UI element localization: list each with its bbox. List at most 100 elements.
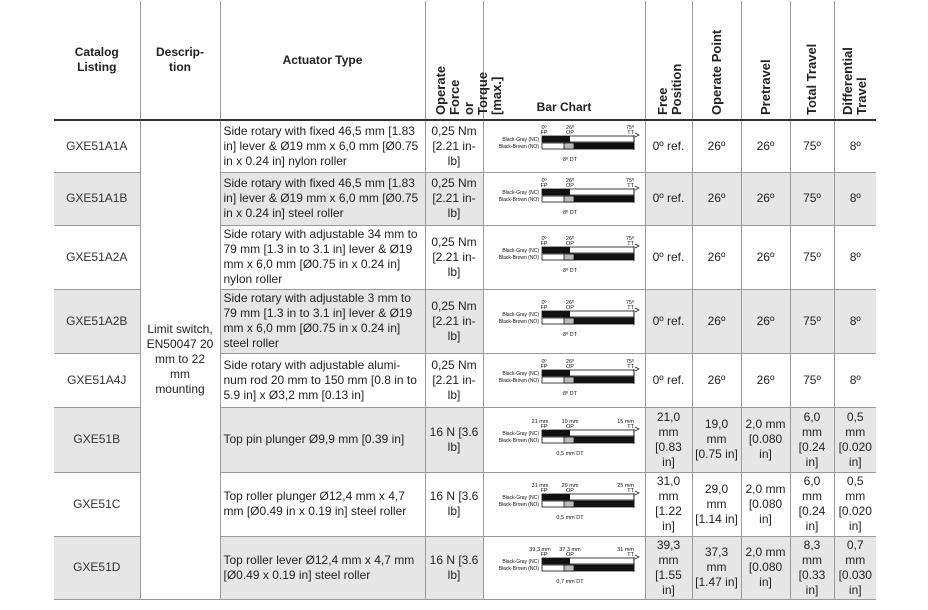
bar-nc-closed	[542, 188, 570, 195]
total-travel: 6,0 mm [0.24 in]	[790, 407, 835, 473]
bar-dt-zone	[563, 564, 575, 571]
pretravel: 2,0 mm [0.080 in]	[741, 536, 791, 600]
header-free-position: Free Position	[645, 1, 693, 121]
total-travel: 75º	[790, 120, 835, 173]
header-description: Descrip- tion	[140, 1, 221, 121]
bar-tt-label: TT	[627, 130, 634, 136]
bar-legend-nc: Black-Gray (NC)	[502, 137, 539, 143]
operate-force: 0,25 Nm [2.21 in-lb]	[425, 120, 484, 173]
catalog-listing: GXE51D	[54, 536, 141, 600]
bar-no-closed	[574, 195, 634, 202]
pretravel: 2,0 mm [0.080 in]	[741, 472, 791, 537]
bar-nc-closed	[542, 429, 570, 436]
catalog-listing: GXE51A4J	[54, 353, 141, 408]
bar-dt-label: 8º DT	[563, 156, 578, 163]
header-differential: Differential Travel	[834, 1, 876, 121]
differential-travel: 0,5 mm [0.020 in]	[834, 472, 876, 537]
operate-force: 16 N [3.6 lb]	[425, 407, 484, 473]
bar-legend-no: Black-Brown (NO)	[499, 255, 540, 261]
bar-chart: 0º 26º 75º FP OP TT Black-Gray (NC)Black-Brown…	[499, 358, 640, 397]
bar-tt-value: 15 mm	[617, 419, 634, 425]
bar-tt-value: 75º	[626, 358, 634, 365]
bar-no-closed	[574, 501, 634, 507]
total-travel: 75º	[790, 172, 835, 226]
total-travel: 6,0 mm [0.24 in]	[790, 472, 835, 537]
bar-arrow-icon	[634, 185, 640, 190]
free-position: 0º ref.	[645, 120, 693, 173]
bar-tt-label: TT	[627, 305, 634, 311]
bar-tt-label: TT	[627, 364, 634, 370]
bar-legend-no: Black-Brown (NO)	[499, 319, 540, 325]
table-row: GXE51A1A Limit switch, EN50047 20 mm to 2…	[54, 120, 876, 600]
total-travel: 8,3 mm [0.33 in]	[790, 536, 835, 600]
bar-fp-value: 0º	[541, 358, 546, 365]
spec-table: Catalog Listing Descrip- tion Actuator T…	[54, 1, 876, 600]
bar-chart: 0º 26º 75º FP OP TT Black-Gray (NC)Black-Brown…	[499, 235, 640, 274]
bar-nc-closed	[542, 311, 570, 317]
operate-force: 0,25 Nm [2.21 in-lb]	[425, 353, 484, 408]
operate-force: 0,25 Nm [2.21 in-lb]	[425, 172, 484, 226]
bar-op-label: OP	[566, 364, 574, 370]
bar-fp-label: FP	[540, 424, 547, 430]
pretravel: 26º	[741, 120, 791, 173]
bar-tt-value: 25 mm	[617, 483, 634, 489]
header-actuator: Actuator Type	[220, 1, 426, 121]
bar-chart-cell: 0º 26º 75º FP OP TT Black-Gray (NC) Black-Brown…	[483, 172, 646, 226]
bar-op-value: 29 mm	[562, 483, 579, 489]
free-position: 0º ref.	[645, 353, 693, 408]
table-row: GXE51B Top pin plunger Ø9,9 mm [0.39 in] 1…	[54, 407, 876, 473]
bar-fp-value: 0º	[541, 177, 546, 184]
bar-chart: 31 mm 29 mm 25 mm FP OP TT Black-Gray (NC)Blac…	[499, 483, 640, 521]
operate-force: 0,25 Nm [2.21 in-lb]	[425, 289, 484, 354]
catalog-listing: GXE51A1A	[54, 120, 141, 173]
bar-dt-label: 8º DT	[563, 331, 578, 338]
bar-fp-label: FP	[540, 305, 547, 311]
bar-chart: 39,3 mm 37,3 mm 31 mm FP OP TT Black-Gray (NC)…	[499, 547, 640, 585]
bar-nc-closed	[542, 494, 570, 500]
bar-dt-zone	[563, 436, 575, 443]
bar-arrow-icon	[634, 307, 640, 313]
actuator-type: Top pin plunger Ø9,9 mm [0.39 in]	[220, 407, 426, 473]
bar-dt-label: 8º DT	[563, 267, 578, 274]
bar-no-closed	[574, 564, 634, 571]
actuator-type: Side rotary with adjustable alumi-num ro…	[220, 353, 426, 408]
differential-travel: 8º	[834, 172, 876, 226]
bar-no-closed	[574, 436, 634, 443]
bar-tt-label: TT	[627, 552, 634, 558]
bar-legend-no: Black-Brown (NO)	[499, 502, 540, 508]
operate-point: 29,0 mm [1.14 in]	[692, 472, 742, 537]
bar-op-value: 37,3 mm	[559, 547, 581, 553]
bar-op-value: 26º	[566, 358, 574, 365]
bar-fp-label: FP	[540, 130, 547, 136]
bar-dt-label: 0,5 mm DT	[556, 515, 584, 521]
pretravel: 26º	[741, 172, 791, 226]
total-travel: 75º	[790, 225, 835, 290]
bar-legend-no: Black-Brown (NO)	[499, 144, 540, 150]
pretravel: 26º	[741, 225, 791, 290]
bar-op-value: 26º	[566, 235, 574, 242]
operate-point: 26º	[692, 289, 742, 354]
bar-chart-cell: 0º 26º 75º FP OP TT Black-Gray (NC) Black-Brown…	[483, 289, 646, 354]
bar-nc-closed	[542, 136, 570, 143]
bar-arrow-icon	[634, 366, 640, 372]
bar-fp-value: 39,3 mm	[529, 547, 551, 553]
operate-point: 26º	[692, 172, 742, 226]
bar-op-value: 26º	[566, 299, 574, 306]
bar-dt-label: 0,5 mm DT	[556, 451, 584, 457]
differential-travel: 0,7 mm [0.030 in]	[834, 536, 876, 600]
table-row: GXE51A1B Side rotary with fixed 46,5 mm […	[54, 172, 876, 226]
header-total-travel: Total Travel	[790, 1, 835, 121]
bar-nc-closed	[542, 557, 570, 564]
bar-op-label: OP	[566, 305, 574, 311]
operate-force: 16 N [3.6 lb]	[425, 536, 484, 600]
bar-tt-label: TT	[627, 424, 634, 430]
bar-no-closed	[574, 143, 634, 150]
header-row: Catalog Listing Descrip- tion Actuator T…	[54, 1, 876, 121]
bar-op-value: 26º	[566, 177, 574, 184]
total-travel: 75º	[790, 289, 835, 354]
bar-fp-label: FP	[540, 183, 547, 189]
bar-nc-closed	[542, 370, 570, 376]
actuator-type: Side rotary with adjustable 3 mm to 79 m…	[220, 289, 426, 354]
free-position: 0º ref.	[645, 225, 693, 290]
table-row: GXE51A4J Side rotary with adjustable alum…	[54, 353, 876, 408]
